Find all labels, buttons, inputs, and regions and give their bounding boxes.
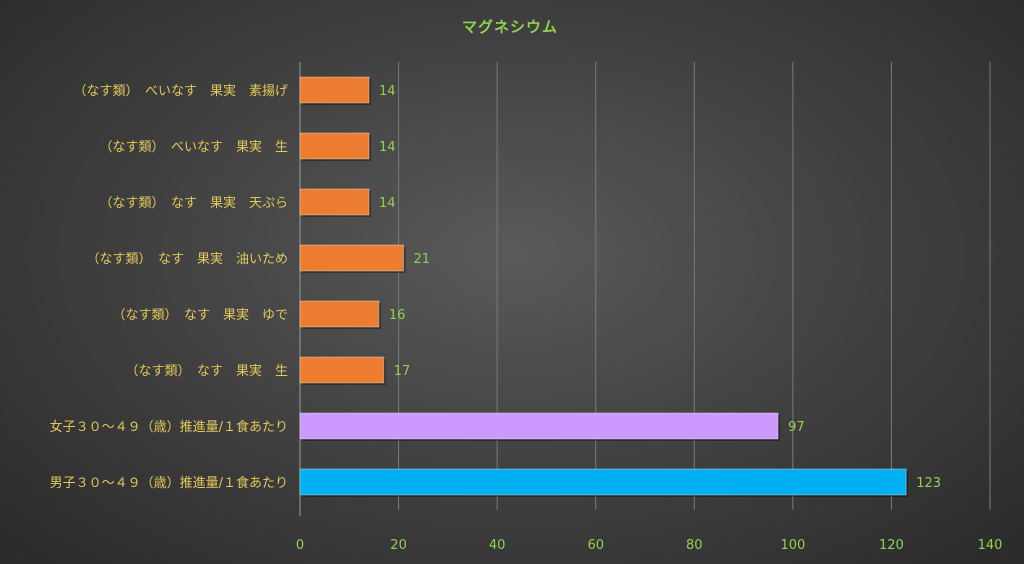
category-label: （なす類） なす 果実 天ぷら [99,195,288,211]
bar [299,244,404,272]
bar [299,76,370,104]
data-label: 17 [394,364,411,379]
category-labels: （なす類） べいなす 果実 素揚げ （なす類） べいなす 果実 生 （なす類） なす… [50,83,288,491]
category-label: （なす類） なす 果実 油いため [86,251,288,267]
bar [299,188,370,216]
category-label: （なす類） なす 果実 生 [125,363,288,379]
bar [299,468,907,496]
data-label: 14 [379,140,396,155]
category-label: （なす類） べいなす 果実 素揚げ [73,83,288,99]
data-label: 21 [414,252,431,267]
data-label: 14 [379,84,396,99]
bar [299,300,380,328]
category-label: （なす類） なす 果実 ゆで [112,307,288,323]
x-tick-label: 20 [390,538,407,553]
bar [299,356,385,384]
x-tick-label: 40 [489,538,506,553]
x-tick-label: 140 [978,538,1003,553]
bars: 14 14 14 21 16 17 97 123 [299,76,941,497]
x-tick-label: 100 [780,538,805,553]
chart-title: マグネシウム [462,18,558,36]
data-label: 16 [389,308,406,323]
x-axis-ticks: 0 20 40 60 80 100 120 140 [296,538,1003,553]
category-label: 女子３０～４９（歳）推進量/１食あたり [50,419,288,435]
category-label: 男子３０～４９（歳）推進量/１食あたり [50,475,288,491]
category-label: （なす類） べいなす 果実 生 [99,139,288,155]
data-label: 97 [788,420,805,435]
gridlines [299,62,991,516]
bar [299,132,370,160]
x-tick-label: 120 [879,538,904,553]
data-label: 123 [916,476,941,491]
x-tick-label: 60 [587,538,604,553]
data-label: 14 [379,196,396,211]
x-tick-label: 0 [296,538,304,553]
bar [299,412,779,440]
x-tick-label: 80 [686,538,703,553]
